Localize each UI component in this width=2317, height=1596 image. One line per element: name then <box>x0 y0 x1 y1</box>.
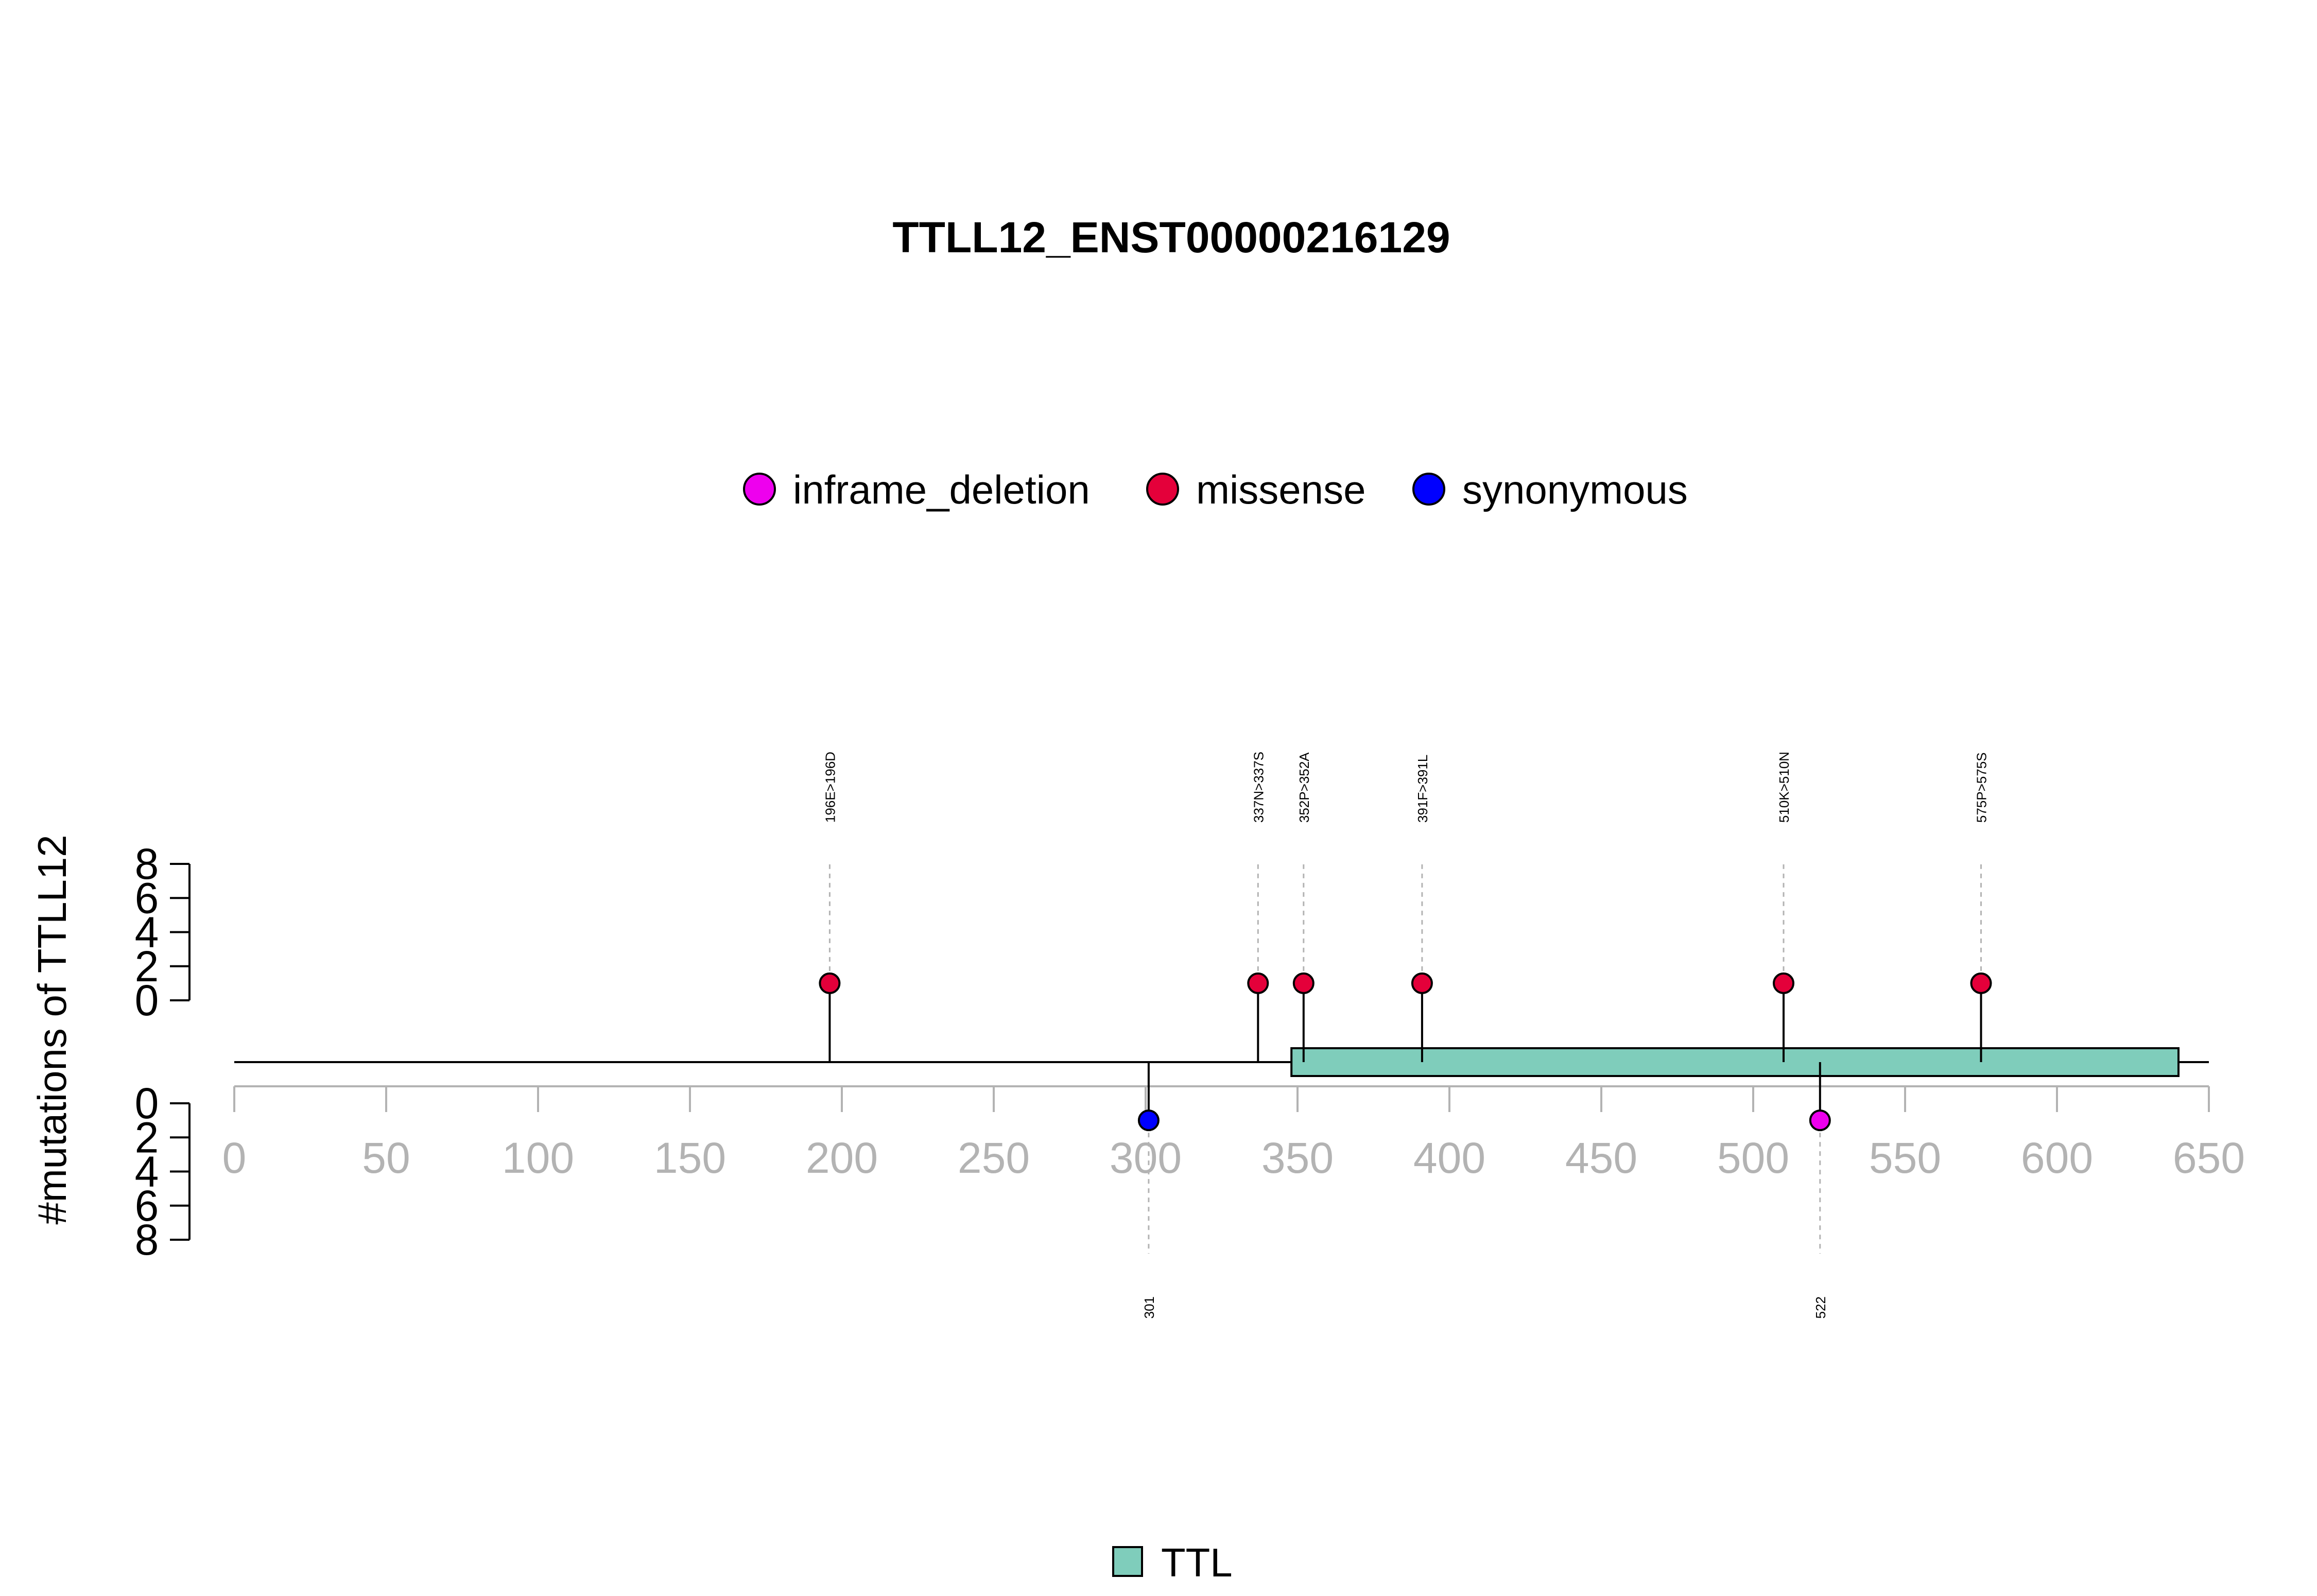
mutation-missense-point <box>819 972 841 994</box>
x-axis: 0 50 100 150 200 250 300 350 400 450 500 550 600 650 <box>222 1085 2245 1182</box>
y-tick-label-upper-0: 0 <box>135 976 159 1025</box>
mutation-301: 301 <box>1137 1062 1160 1319</box>
y-tick-label-upper-2: 2 <box>135 942 159 991</box>
x-tick-label-500: 500 <box>1717 1134 1789 1182</box>
mutation-missense-point <box>1773 972 1794 994</box>
y-tick-label-upper-4: 4 <box>135 908 159 957</box>
mutation-label: 337N>337S <box>1251 752 1266 823</box>
x-tick-label-0: 0 <box>222 1134 247 1182</box>
chart-title: TTLL12_ENST00000216129 <box>892 213 1450 262</box>
x-tick-label-450: 450 <box>1565 1134 1637 1182</box>
domain-legend: TTL <box>1112 1540 1233 1585</box>
mutation-522: 522 <box>1809 1062 1831 1319</box>
legend-synonymous-marker <box>1412 473 1445 506</box>
y-tick-label-lower-8: 8 <box>135 1216 159 1264</box>
domain-legend-ttl-label: TTL <box>1161 1540 1233 1585</box>
y-axis-label: #mutations of TTLL12 <box>29 835 75 1224</box>
mutation-575p-575s: 575P>575S <box>1970 752 1992 1062</box>
legend-missense-label: missense <box>1196 467 1365 512</box>
mutation-label: 510K>510N <box>1776 752 1792 823</box>
mutation-label: 352P>352A <box>1296 752 1312 823</box>
mutation-391f-391l: 391F>391L <box>1411 755 1433 1062</box>
x-tick-label-400: 400 <box>1413 1134 1485 1182</box>
x-tick-label-350: 350 <box>1261 1134 1334 1182</box>
mutation-inframe-deletion-point <box>1809 1109 1831 1132</box>
y-tick-label-lower-0: 0 <box>135 1079 159 1127</box>
mutation-synonymous-point <box>1137 1109 1160 1132</box>
x-tick-label-550: 550 <box>1869 1134 1941 1182</box>
mutation-510k-510n: 510K>510N <box>1773 752 1794 1062</box>
y-tick-label-lower-2: 2 <box>135 1113 159 1161</box>
mutation-missense-point <box>1292 972 1315 994</box>
mutation-missense-point <box>1247 972 1269 994</box>
y-tick-label-lower-4: 4 <box>135 1148 159 1196</box>
mutation-layer: 196E>196D 337N>337S 352P>352A 391F>391L 510K… <box>819 752 1992 1319</box>
mutation-missense-point <box>1411 972 1433 994</box>
y-tick-label-upper-8: 8 <box>135 840 159 888</box>
domain-ttl <box>1290 1047 2180 1077</box>
mutation-196e-196d: 196E>196D <box>819 752 841 1062</box>
legend-inframe-deletion-marker <box>743 473 776 506</box>
x-tick-label-300: 300 <box>1110 1134 1182 1182</box>
legend-missense-marker <box>1146 473 1179 506</box>
x-tick-label-250: 250 <box>958 1134 1030 1182</box>
mutation-missense-point <box>1970 972 1992 994</box>
mutation-label: 196E>196D <box>822 752 838 823</box>
mutation-label: 575P>575S <box>1974 752 1990 823</box>
domain-layer <box>1290 1047 2180 1077</box>
y-tick-label-upper-6: 6 <box>135 874 159 922</box>
x-tick-label-200: 200 <box>806 1134 878 1182</box>
mutation-label: 391F>391L <box>1415 755 1430 823</box>
mutation-label: 522 <box>1813 1296 1828 1319</box>
mutation-352p-352a: 352P>352A <box>1292 752 1315 1062</box>
mutation-type-legend: inframe_deletion missense synonymous <box>743 467 1688 512</box>
mutation-337n-337s: 337N>337S <box>1247 752 1269 1062</box>
x-tick-label-600: 600 <box>2021 1134 2093 1182</box>
legend-synonymous-label: synonymous <box>1462 467 1688 512</box>
x-tick-label-50: 50 <box>362 1134 410 1182</box>
legend-inframe-deletion-label: inframe_deletion <box>793 467 1090 512</box>
y-tick-label-lower-6: 6 <box>135 1182 159 1230</box>
domain-legend-ttl-swatch <box>1112 1546 1143 1577</box>
mutation-label: 301 <box>1142 1296 1157 1319</box>
x-tick-label-650: 650 <box>2173 1134 2245 1182</box>
x-tick-label-100: 100 <box>502 1134 574 1182</box>
x-tick-label-150: 150 <box>654 1134 726 1182</box>
